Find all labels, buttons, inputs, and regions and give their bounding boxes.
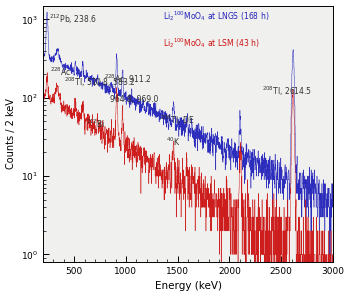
Text: Li$_2$$^{100}$MoO$_4$ at LSM (43 h): Li$_2$$^{100}$MoO$_4$ at LSM (43 h) bbox=[163, 36, 260, 50]
Text: $^{40}$K: $^{40}$K bbox=[166, 136, 181, 148]
Text: $^{208}$Tl, DE: $^{208}$Tl, DE bbox=[160, 113, 194, 127]
Text: $^{208}$Tl, 2614.5: $^{208}$Tl, 2614.5 bbox=[261, 85, 312, 98]
Text: 964.8, 969.0: 964.8, 969.0 bbox=[110, 95, 158, 104]
X-axis label: Energy (keV): Energy (keV) bbox=[155, 282, 222, 291]
Text: $^{212}$Bi: $^{212}$Bi bbox=[86, 117, 105, 129]
Text: Li$_2$$^{100}$MoO$_4$ at LNGS (168 h): Li$_2$$^{100}$MoO$_4$ at LNGS (168 h) bbox=[163, 10, 270, 23]
Text: $^{208}$Tl, 510.8, 583.2: $^{208}$Tl, 510.8, 583.2 bbox=[64, 76, 135, 89]
Text: $^{228}$Ac, 911.2: $^{228}$Ac, 911.2 bbox=[104, 73, 152, 86]
Text: $^{228}$Ac: $^{228}$Ac bbox=[50, 65, 71, 78]
Y-axis label: Counts / 2 keV: Counts / 2 keV bbox=[6, 98, 15, 169]
Text: $^{212}$Pb, 238.6: $^{212}$Pb, 238.6 bbox=[49, 13, 97, 26]
